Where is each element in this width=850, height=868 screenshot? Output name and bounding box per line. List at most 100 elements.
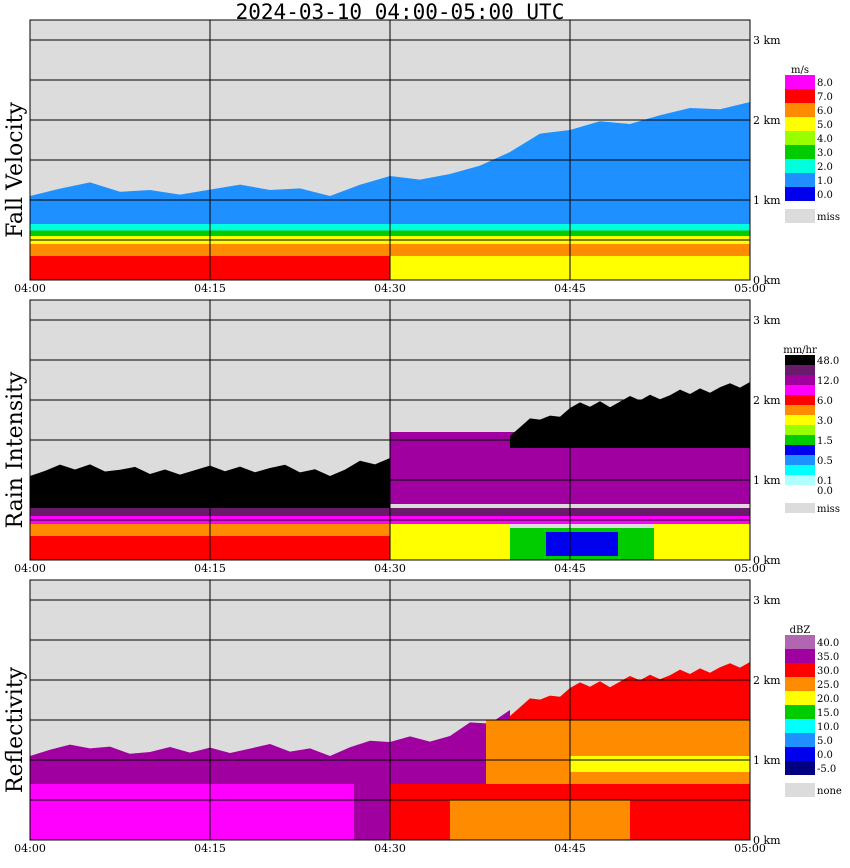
legend-label: 3.0 bbox=[817, 416, 833, 427]
legend-swatch bbox=[785, 635, 815, 649]
height-tick-label: 2 km bbox=[753, 674, 781, 687]
legend-swatch bbox=[785, 145, 815, 159]
legend-label: 6.0 bbox=[817, 396, 833, 407]
legend-swatch bbox=[785, 435, 815, 445]
panel-reflectivity: 0 km 1 km 2 km 3 km 04:00 04:15 04:30 04:45 05:0… bbox=[3, 579, 842, 855]
panel-fall-velocity: 0 km 1 km 2 km 3 km 04:00 04:15 04:30 04:45 05:0… bbox=[3, 19, 840, 295]
legend-swatch bbox=[785, 425, 815, 435]
legend-unit: mm/hr bbox=[783, 345, 817, 356]
height-tick-label: 1 km bbox=[753, 194, 781, 207]
panel-rain-intensity: 0 km 1 km 2 km 3 km 04:00 04:15 04:30 04:45 05:0… bbox=[3, 299, 840, 575]
legend-label: 0.0 bbox=[817, 190, 833, 201]
legend-label: 40.0 bbox=[817, 638, 839, 649]
legend-swatch bbox=[785, 733, 815, 747]
heatmap-layer bbox=[354, 784, 390, 840]
legend-swatch bbox=[785, 649, 815, 663]
legend-label: 35.0 bbox=[817, 652, 839, 663]
panel-ylabel: Rain Intensity bbox=[3, 371, 28, 528]
legend-label: 7.0 bbox=[817, 92, 833, 103]
legend-label: 2.0 bbox=[817, 162, 833, 173]
legend-label: 0.0 bbox=[817, 750, 833, 761]
legend-label: 12.0 bbox=[817, 376, 839, 387]
panel-frame bbox=[29, 579, 751, 841]
time-tick-label: 04:15 bbox=[194, 842, 226, 855]
legend-swatch bbox=[785, 719, 815, 733]
legend-label: 6.0 bbox=[817, 106, 833, 117]
panel-ylabel: Fall Velocity bbox=[3, 102, 28, 238]
legend-label: 15.0 bbox=[817, 708, 839, 719]
time-tick-label: 04:45 bbox=[554, 282, 586, 295]
legend-swatch bbox=[785, 503, 815, 513]
legend-swatch bbox=[785, 747, 815, 761]
height-tick-label: 0 km bbox=[753, 554, 781, 567]
legend-swatch bbox=[785, 355, 815, 365]
time-tick-label: 04:30 bbox=[374, 842, 406, 855]
legend-label: -5.0 bbox=[817, 764, 836, 775]
time-tick-label: 04:30 bbox=[374, 562, 406, 575]
height-tick-label: 2 km bbox=[753, 394, 781, 407]
legend-swatch bbox=[785, 103, 815, 117]
height-tick-label: 1 km bbox=[753, 474, 781, 487]
legend-label: none bbox=[817, 786, 842, 797]
legend-swatch bbox=[785, 375, 815, 385]
heatmap-layer bbox=[570, 756, 750, 772]
height-tick-label: 1 km bbox=[753, 754, 781, 767]
heatmap-layer bbox=[30, 784, 354, 840]
legend-swatch bbox=[785, 131, 815, 145]
height-tick-label: 3 km bbox=[753, 314, 781, 327]
legend-label: 30.0 bbox=[817, 666, 839, 677]
legend-label: 1.0 bbox=[817, 176, 833, 187]
time-tick-label: 04:15 bbox=[194, 282, 226, 295]
legend-label: 3.0 bbox=[817, 148, 833, 159]
legend-label: 1.5 bbox=[817, 436, 833, 447]
height-tick-label: 0 km bbox=[753, 274, 781, 287]
legend-swatch bbox=[785, 75, 815, 89]
legend-label: 25.0 bbox=[817, 680, 839, 691]
legend-swatch bbox=[785, 89, 815, 103]
legend-swatch bbox=[785, 691, 815, 705]
height-tick-label: 0 km bbox=[753, 834, 781, 847]
legend-swatch bbox=[785, 455, 815, 465]
legend-label: 10.0 bbox=[817, 722, 839, 733]
legend-label: 8.0 bbox=[817, 78, 833, 89]
legend-label: 5.0 bbox=[817, 120, 833, 131]
panel-frame bbox=[29, 299, 751, 561]
panel-ylabel: Reflectivity bbox=[3, 666, 28, 793]
height-tick-label: 3 km bbox=[753, 34, 781, 47]
height-tick-label: 3 km bbox=[753, 594, 781, 607]
legend-swatch bbox=[785, 705, 815, 719]
legend-label: miss bbox=[817, 212, 840, 223]
heatmap-layer bbox=[450, 800, 630, 840]
legend-swatch bbox=[785, 187, 815, 201]
legend-swatch bbox=[785, 395, 815, 405]
heatmap-layer bbox=[654, 524, 750, 560]
legend-label: 20.0 bbox=[817, 694, 839, 705]
heatmap-layer bbox=[486, 720, 750, 784]
heatmap-layer bbox=[390, 524, 510, 560]
legend-swatch bbox=[785, 385, 815, 395]
time-tick-label: 04:45 bbox=[554, 842, 586, 855]
legend-swatch bbox=[785, 761, 815, 775]
time-tick-label: 04:15 bbox=[194, 562, 226, 575]
legend-label: 5.0 bbox=[817, 736, 833, 747]
heatmap-layer bbox=[546, 532, 618, 556]
legend-label: 0.5 bbox=[817, 456, 833, 467]
time-tick-label: 04:45 bbox=[554, 562, 586, 575]
legend-swatch bbox=[785, 117, 815, 131]
legend-label: miss bbox=[817, 504, 840, 515]
legend-label: 4.0 bbox=[817, 134, 833, 145]
legend-swatch bbox=[785, 465, 815, 475]
time-tick-label: 05:00 bbox=[734, 842, 766, 855]
legend-swatch bbox=[785, 475, 815, 485]
legend-unit: m/s bbox=[791, 65, 809, 76]
time-tick-label: 04:00 bbox=[14, 842, 46, 855]
height-tick-label: 2 km bbox=[753, 114, 781, 127]
legend-label: 0.0 bbox=[817, 486, 833, 497]
time-tick-label: 04:00 bbox=[14, 562, 46, 575]
legend-label: 0.1 bbox=[817, 476, 833, 487]
legend-swatch bbox=[785, 663, 815, 677]
legend-swatch bbox=[785, 485, 815, 495]
legend-label: 48.0 bbox=[817, 356, 839, 367]
time-tick-label: 04:00 bbox=[14, 282, 46, 295]
